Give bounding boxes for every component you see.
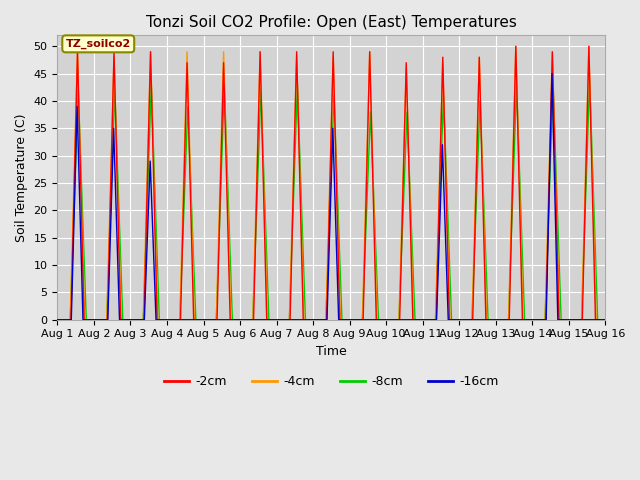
Y-axis label: Soil Temperature (C): Soil Temperature (C) (15, 113, 28, 242)
Text: TZ_soilco2: TZ_soilco2 (66, 39, 131, 49)
Title: Tonzi Soil CO2 Profile: Open (East) Temperatures: Tonzi Soil CO2 Profile: Open (East) Temp… (146, 15, 516, 30)
X-axis label: Time: Time (316, 345, 347, 358)
Legend: -2cm, -4cm, -8cm, -16cm: -2cm, -4cm, -8cm, -16cm (159, 370, 503, 393)
